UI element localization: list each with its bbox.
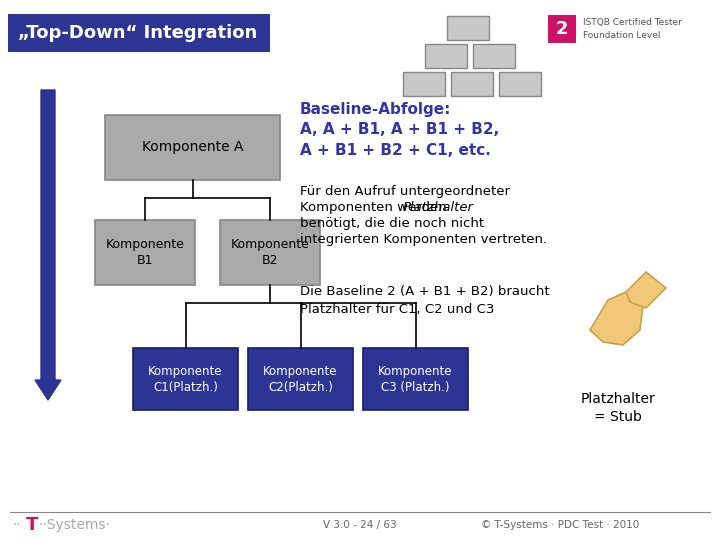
Text: V 3.0 - 24 / 63: V 3.0 - 24 / 63	[323, 520, 397, 530]
Bar	[105, 115, 280, 180]
Bar	[133, 348, 238, 410]
Text: Platzhalter: Platzhalter	[403, 201, 474, 214]
Polygon shape	[626, 272, 666, 308]
Text: Komponente A: Komponente A	[142, 140, 243, 154]
Polygon shape	[590, 292, 643, 345]
Bar	[548, 15, 576, 43]
Bar	[363, 348, 468, 410]
Text: benötigt, die die noch nicht: benötigt, die die noch nicht	[300, 217, 484, 230]
Text: „Top-Down“ Integration: „Top-Down“ Integration	[18, 24, 257, 42]
Bar	[403, 72, 445, 96]
Bar	[473, 44, 515, 68]
Text: Komponente
B2: Komponente B2	[230, 238, 310, 267]
Text: ··Systems·: ··Systems·	[38, 518, 110, 532]
Text: Platzhalter
= Stub: Platzhalter = Stub	[580, 392, 655, 424]
Bar	[220, 220, 320, 285]
Text: Baseline-Abfolge:
A, A + B1, A + B1 + B2,
A + B1 + B2 + C1, etc.: Baseline-Abfolge: A, A + B1, A + B1 + B2…	[300, 102, 499, 158]
Text: © T-Systems · PDC Test · 2010: © T-Systems · PDC Test · 2010	[481, 520, 639, 530]
Text: 2: 2	[556, 20, 568, 38]
Bar	[248, 348, 353, 410]
Bar	[451, 72, 493, 96]
Bar	[8, 14, 270, 52]
Text: Die Baseline 2 (A + B1 + B2) braucht
Platzhalter für C1, C2 und C3: Die Baseline 2 (A + B1 + B2) braucht Pla…	[300, 285, 549, 315]
Bar	[95, 220, 195, 285]
Text: Komponente
B1: Komponente B1	[106, 238, 184, 267]
Text: Komponenten werden: Komponenten werden	[300, 201, 451, 214]
Bar	[499, 72, 541, 96]
Text: Komponente
C3 (Platzh.): Komponente C3 (Platzh.)	[378, 364, 453, 394]
Text: Komponente
C2(Platzh.): Komponente C2(Platzh.)	[264, 364, 338, 394]
Text: Für den Aufruf untergeordneter: Für den Aufruf untergeordneter	[300, 185, 510, 198]
FancyArrow shape	[35, 90, 61, 400]
Bar	[447, 16, 489, 40]
Text: integrierten Komponenten vertreten.: integrierten Komponenten vertreten.	[300, 233, 547, 246]
Bar	[425, 44, 467, 68]
Text: T: T	[26, 516, 38, 534]
Text: ISTQB Certified Tester
Foundation Level: ISTQB Certified Tester Foundation Level	[583, 18, 682, 40]
Text: ··: ··	[12, 518, 21, 532]
Text: Komponente
C1(Platzh.): Komponente C1(Platzh.)	[148, 364, 222, 394]
